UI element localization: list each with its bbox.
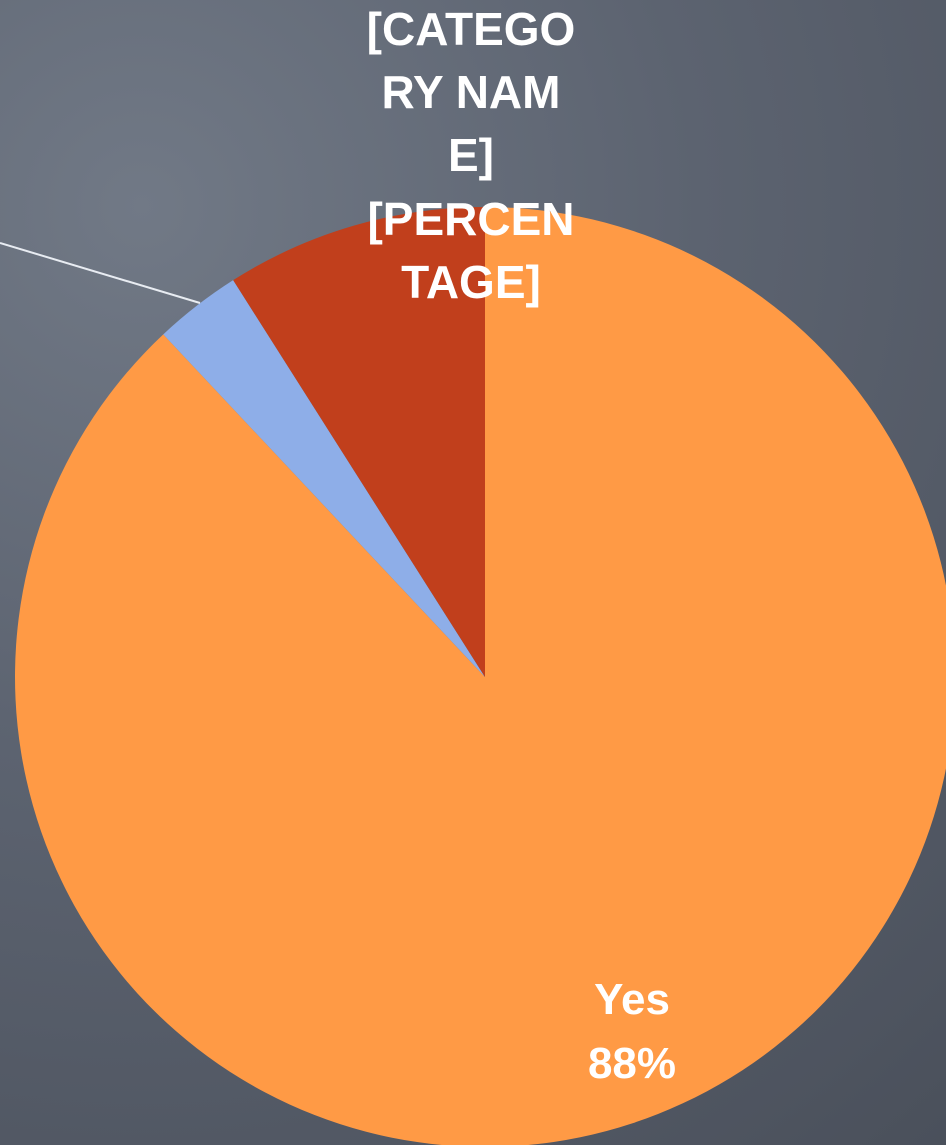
category-label: Yes xyxy=(594,975,670,1024)
value-label: 88% xyxy=(587,1039,677,1088)
pie-slice xyxy=(163,280,485,677)
pie-slice xyxy=(15,207,946,1145)
category-label: [CATEGORY NAME] xyxy=(366,3,576,181)
pie-slice xyxy=(233,207,485,677)
value-label: [PERCENTAGE] xyxy=(367,193,575,308)
leader-line xyxy=(0,242,201,304)
